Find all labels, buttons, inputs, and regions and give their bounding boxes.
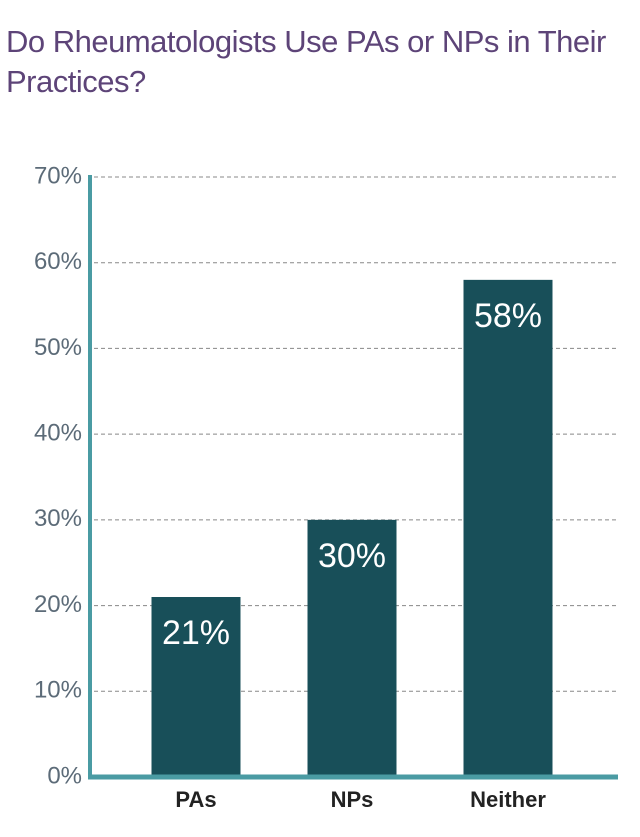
y-tick-label: 20% [34,591,82,618]
y-tick-label: 50% [34,334,82,361]
y-tick-label: 40% [34,419,82,446]
x-tick-label: PAs [175,787,216,812]
y-tick-label: 70% [34,162,82,189]
y-tick-label: 60% [34,248,82,275]
y-tick-label: 30% [34,505,82,532]
x-tick-label: NPs [331,787,374,812]
bar [151,597,241,777]
bar [463,279,553,777]
value-label: 58% [474,297,542,335]
value-label: 30% [318,537,386,575]
y-tick-label: 10% [34,677,82,704]
chart-title: Do Rheumatologists Use PAs or NPs in The… [6,24,606,99]
y-tick-label: 0% [47,762,82,789]
x-tick-label: Neither [470,787,546,812]
bar [307,519,397,777]
value-label: 21% [162,614,230,652]
